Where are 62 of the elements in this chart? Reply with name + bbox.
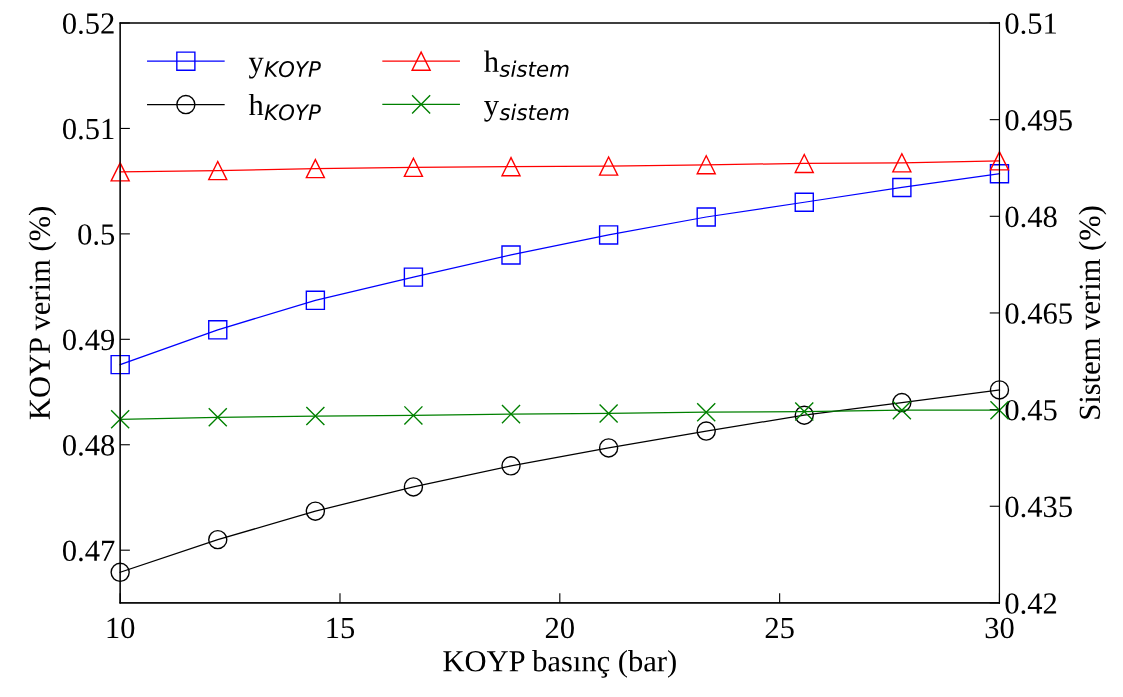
y-tick-label: 0.48 xyxy=(62,435,115,456)
point xyxy=(208,407,228,428)
point xyxy=(598,156,619,176)
y-tick-label: 0.51 xyxy=(62,118,114,140)
y2-tick-label: 0.435 xyxy=(1005,496,1072,518)
y-tick-label: 0.5 xyxy=(78,224,115,245)
x-axis-title: KOYP basınç (bar) xyxy=(443,650,676,678)
point xyxy=(208,320,228,340)
point xyxy=(110,409,130,429)
point xyxy=(989,151,1010,171)
point xyxy=(794,153,814,174)
point xyxy=(892,153,912,173)
point xyxy=(208,160,228,181)
legend-label: y$_{sistem}$ xyxy=(484,101,569,122)
point xyxy=(794,192,814,212)
point xyxy=(305,290,326,311)
point xyxy=(696,421,716,441)
point xyxy=(892,392,912,413)
y2-tick-label: 0.51 xyxy=(1005,13,1056,35)
point xyxy=(305,158,326,179)
y-tick-label: 0.52 xyxy=(62,13,114,35)
point xyxy=(501,456,521,476)
y2-tick-label: 0.48 xyxy=(1005,206,1057,228)
y2-axis-title: Sistem verim (%) xyxy=(1078,206,1107,419)
point xyxy=(501,404,521,424)
point xyxy=(989,164,1010,184)
point xyxy=(501,156,521,177)
point xyxy=(110,162,130,182)
y2-tick-label: 0.495 xyxy=(1005,109,1072,131)
y-axis-title: KOYP verim (%) xyxy=(28,207,57,420)
legend-label: h$_{sistem}$ xyxy=(484,50,569,78)
x-tick-label: 15 xyxy=(327,617,355,639)
y-tick-label: 0.47 xyxy=(62,540,115,562)
point xyxy=(989,380,1010,400)
point xyxy=(598,225,619,245)
point xyxy=(110,354,130,375)
point xyxy=(598,438,619,458)
point xyxy=(208,529,228,550)
point xyxy=(598,403,619,424)
x-tick-label: 25 xyxy=(765,617,794,639)
point xyxy=(892,400,912,420)
point xyxy=(110,562,130,583)
point xyxy=(501,245,521,265)
point xyxy=(403,267,424,287)
point xyxy=(696,207,716,227)
x-tick-label: 20 xyxy=(545,617,574,639)
point xyxy=(892,177,912,198)
point xyxy=(305,406,326,426)
y2-tick-label: 0.45 xyxy=(1005,399,1057,421)
point xyxy=(403,405,424,426)
point xyxy=(403,477,424,497)
y-tick-label: 0.49 xyxy=(62,329,115,351)
point xyxy=(696,402,716,422)
legend-label: h$_{KOYP}$ xyxy=(248,93,321,121)
x-tick-label: 10 xyxy=(107,617,135,639)
point xyxy=(696,155,716,175)
y2-tick-label: 0.42 xyxy=(1005,593,1057,614)
legend-label: y$_{KOYP}$ xyxy=(248,57,321,79)
y2-tick-label: 0.465 xyxy=(1005,303,1072,324)
point xyxy=(305,501,326,521)
x-tick-label: 30 xyxy=(985,617,1014,639)
point xyxy=(403,157,424,178)
